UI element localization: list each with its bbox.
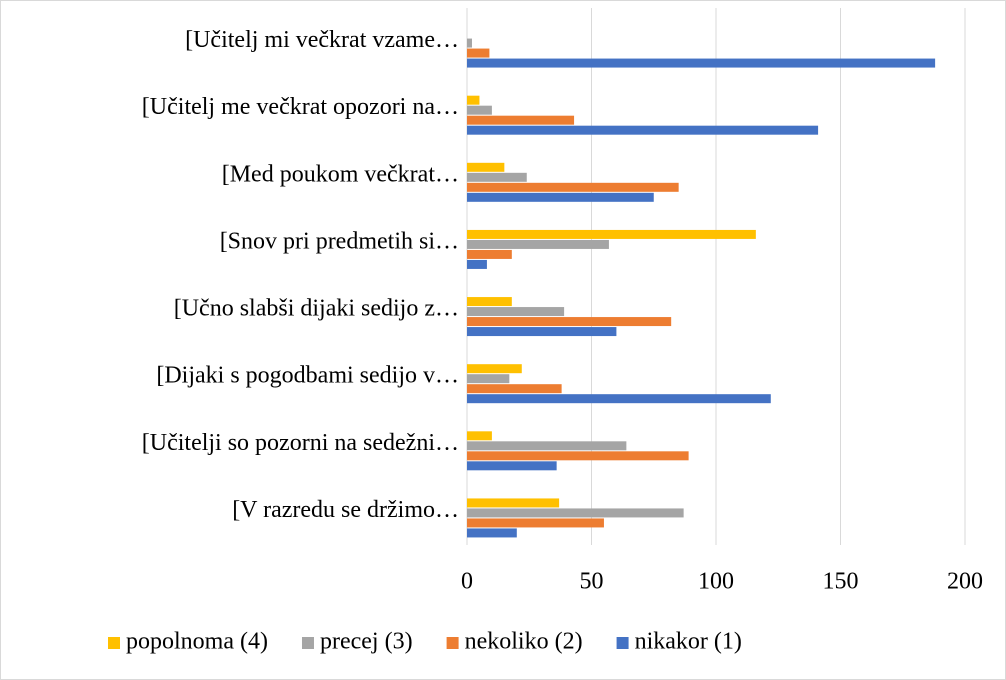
bar	[467, 431, 492, 441]
legend-label: nekoliko (2)	[465, 629, 583, 655]
x-tick-label: 200	[947, 569, 983, 595]
bar	[467, 239, 609, 249]
x-tick-label: 50	[580, 569, 604, 595]
bar	[467, 508, 684, 518]
x-tick-label: 150	[823, 569, 859, 595]
y-tick-label: [Učitelj mi večkrat vzame…	[185, 27, 459, 53]
bar	[467, 95, 480, 105]
bar	[467, 229, 756, 239]
bar	[467, 48, 490, 58]
bar	[467, 162, 505, 172]
bar	[467, 364, 522, 374]
bar	[467, 327, 617, 337]
legend-swatch	[108, 637, 120, 649]
bar	[467, 172, 527, 182]
y-tick-label: [Med poukom večkrat…	[222, 161, 459, 187]
bar	[467, 441, 627, 451]
bar	[467, 38, 472, 48]
legend-swatch	[446, 637, 459, 649]
legend-swatch	[301, 637, 314, 649]
y-tick-label: [V razredu se držimo…	[232, 497, 459, 523]
bar	[467, 249, 512, 259]
x-tick-label: 100	[698, 569, 734, 595]
y-tick-label: [Snov pri predmetih si…	[220, 228, 459, 254]
bar	[467, 307, 565, 317]
bar	[467, 518, 604, 528]
y-tick-label: [Učno slabši dijaki sedijo z…	[174, 296, 459, 322]
y-tick-label: [Učitelji so pozorni na sedežni…	[142, 430, 459, 456]
x-tick-label: 0	[461, 569, 473, 595]
bar	[467, 394, 771, 404]
bar	[467, 498, 560, 508]
y-tick-label: [Dijaki s pogodbami sedijo v…	[156, 363, 459, 389]
y-tick-label: [Učitelj me večkrat opozori na…	[142, 94, 459, 120]
bar	[467, 115, 575, 125]
legend-label: popolnoma (4)	[126, 629, 268, 655]
legend-label: nikakor (1)	[635, 629, 742, 655]
bar	[467, 374, 510, 384]
legend-label: precej (3)	[320, 629, 413, 655]
legend-swatch	[616, 637, 629, 649]
bar	[467, 182, 679, 192]
bar	[467, 317, 672, 327]
bar	[467, 58, 936, 68]
bar	[467, 105, 492, 115]
bar	[467, 125, 819, 135]
bar	[467, 528, 517, 538]
bar	[467, 451, 689, 461]
bar	[467, 259, 487, 269]
bar	[467, 192, 654, 202]
bar	[467, 384, 562, 394]
bar	[467, 461, 557, 471]
bar	[467, 297, 512, 307]
